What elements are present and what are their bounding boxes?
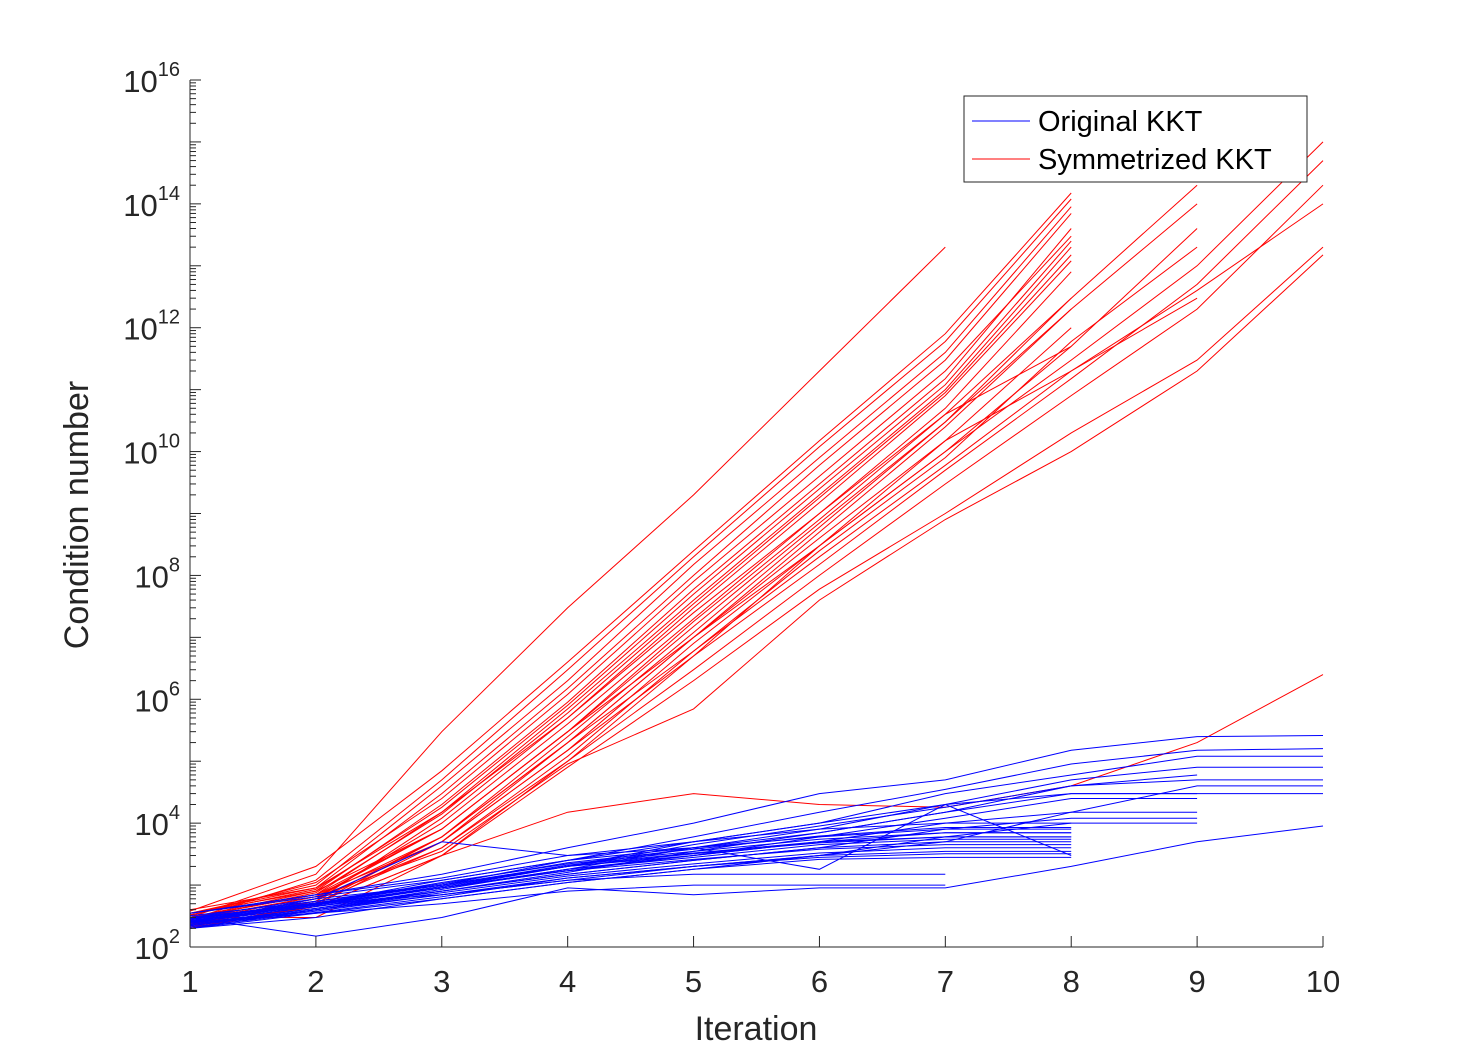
series-line-symmetrized-21 — [189, 160, 1324, 918]
series-line-symmetrized-14 — [189, 240, 1072, 916]
series-line-symmetrized-2 — [189, 246, 1072, 918]
x-tick-label: 7 — [937, 964, 954, 999]
y-tick-label: 104 — [134, 802, 180, 842]
series-line-symmetrized-15 — [189, 254, 1072, 919]
axes — [189, 79, 1324, 948]
series-line-original-51 — [189, 755, 1323, 918]
series-line-symmetrized-23 — [189, 141, 1324, 914]
series-line-original-55 — [189, 748, 1324, 920]
legend-label-symmetrized: Symmetrized KKT — [1038, 144, 1272, 176]
series-line-symmetrized-12 — [189, 192, 1072, 912]
x-tick-label: 1 — [181, 964, 198, 999]
series-line-original-56 — [189, 793, 1323, 926]
series-line-original-57 — [189, 779, 1323, 922]
y-tick-label: 102 — [134, 926, 180, 966]
x-axis-title: Iteration — [695, 1010, 818, 1048]
series-line-original-53 — [189, 735, 1324, 914]
x-tick-label: 9 — [1188, 964, 1205, 999]
y-tick-label: 1016 — [123, 59, 180, 99]
series-line-original-48 — [189, 822, 1198, 927]
y-tick-label: 106 — [134, 678, 180, 718]
series-line-symmetrized-8 — [189, 327, 1072, 927]
x-tick-label: 10 — [1306, 964, 1340, 999]
y-axis-title: Condition number — [58, 381, 96, 649]
series-line-symmetrized-0 — [189, 246, 946, 918]
x-tick-label: 3 — [433, 964, 450, 999]
series-line-symmetrized-24 — [189, 246, 1324, 929]
series-line-symmetrized-3 — [189, 271, 1072, 923]
x-tick-label: 6 — [811, 964, 828, 999]
series-line-original-33 — [189, 850, 1072, 927]
series-line-original-58 — [189, 825, 1324, 937]
legend: Original KKT Symmetrized KKT — [963, 95, 1308, 183]
x-tick-label: 5 — [685, 964, 702, 999]
y-tick-label: 1014 — [123, 183, 180, 223]
series-line-symmetrized-10 — [189, 235, 1072, 917]
series-line-original-52 — [189, 766, 1323, 923]
series-line-symmetrized-11 — [189, 260, 1072, 924]
series-line-symmetrized-7 — [189, 198, 1072, 920]
series-line-original-54 — [189, 785, 1323, 929]
series-line-symmetrized-25 — [189, 254, 1324, 920]
tick-labels: 1 2 3 4 5 6 7 8 9 10 102 104 106 108 1010 1012 1014 1016 — [123, 59, 1340, 999]
y-tick-label: 1012 — [123, 307, 180, 347]
x-tick-label: 2 — [307, 964, 324, 999]
legend-box — [963, 95, 1308, 183]
legend-label-original: Original KKT — [1038, 106, 1203, 138]
series-layer — [189, 141, 1324, 937]
series-line-symmetrized-1 — [189, 213, 1072, 911]
x-tick-label: 4 — [559, 964, 576, 999]
series-line-symmetrized-13 — [189, 308, 1072, 928]
series-line-symmetrized-6 — [189, 228, 1072, 918]
y-tick-label: 108 — [134, 554, 180, 594]
y-tick-label: 1010 — [123, 431, 180, 471]
series-line-symmetrized-22 — [189, 184, 1324, 923]
series-line-symmetrized-16 — [189, 203, 1198, 918]
x-tick-label: 8 — [1063, 964, 1080, 999]
series-line-symmetrized-18 — [189, 184, 1198, 914]
series-line-symmetrized-26 — [189, 203, 1324, 926]
